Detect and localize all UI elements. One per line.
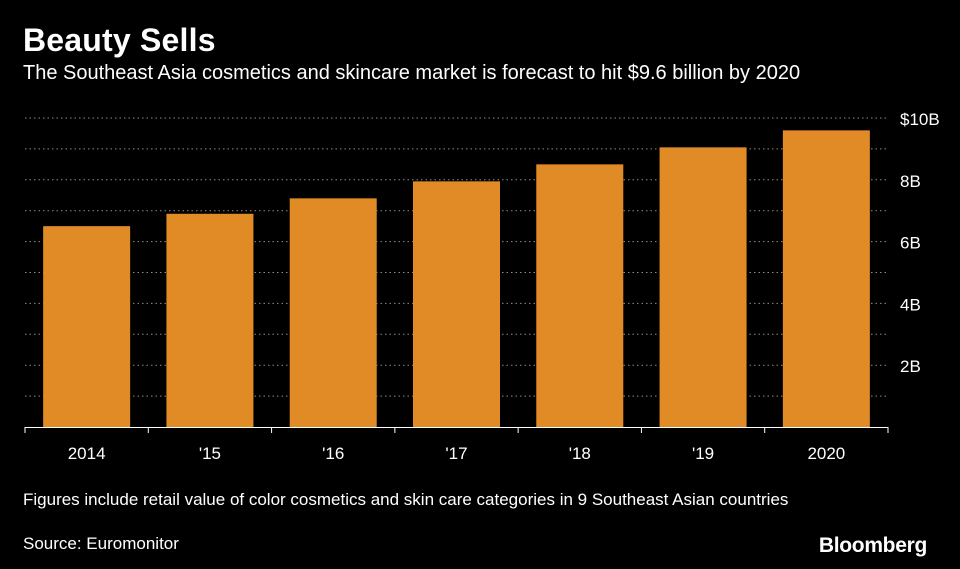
bars xyxy=(43,130,870,428)
x-tick-label: '15 xyxy=(199,444,221,463)
x-tick-label: '16 xyxy=(322,444,344,463)
y-axis-tick-labels: 2B 4B 6B 8B $10B xyxy=(900,110,940,376)
bar xyxy=(413,181,500,427)
y-tick-label: 4B xyxy=(900,295,921,314)
x-axis-tick-labels: 2014 '15 '16 '17 '18 '19 2020 xyxy=(68,444,846,463)
bar xyxy=(536,164,624,427)
y-tick-label: 6B xyxy=(900,234,921,253)
x-tick-label: '19 xyxy=(692,444,714,463)
x-tick-label: 2020 xyxy=(807,444,845,463)
footnote: Figures include retail value of color co… xyxy=(23,490,789,509)
x-tick-label: '18 xyxy=(569,444,591,463)
bloomberg-logo: Bloomberg xyxy=(818,534,927,557)
chart-title: Beauty Sells xyxy=(23,22,216,58)
bar xyxy=(43,226,131,427)
bar xyxy=(289,198,377,427)
bar xyxy=(782,130,870,428)
bar xyxy=(166,213,254,427)
bar xyxy=(659,147,747,428)
x-axis xyxy=(24,427,889,433)
source-note: Source: Euromonitor xyxy=(23,534,179,553)
x-tick-label: 2014 xyxy=(68,444,106,463)
y-tick-label: $10B xyxy=(900,110,940,129)
y-tick-label: 2B xyxy=(900,357,921,376)
x-tick-label: '17 xyxy=(445,444,467,463)
y-tick-label: 8B xyxy=(900,172,921,191)
chart-subtitle: The Southeast Asia cosmetics and skincar… xyxy=(23,62,801,84)
